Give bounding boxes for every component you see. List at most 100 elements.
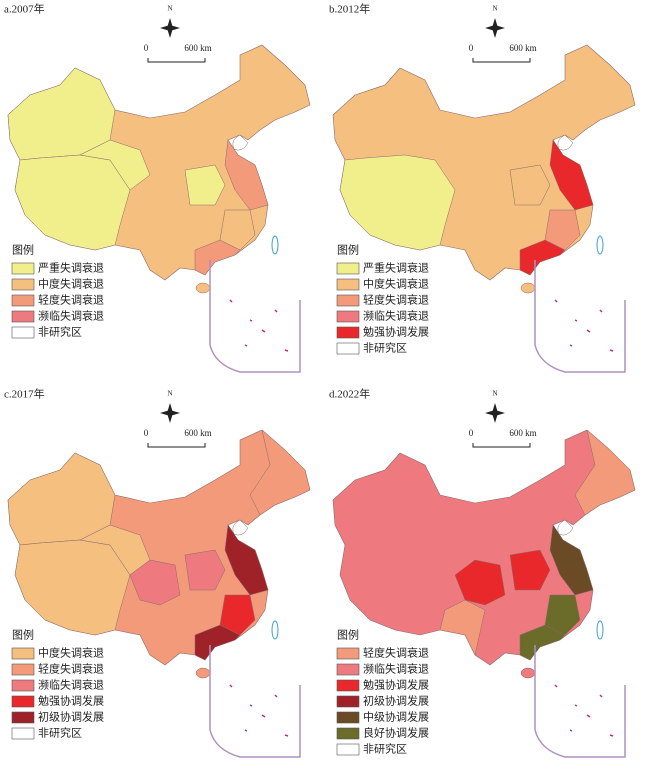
scale-end: 600 km	[184, 43, 211, 53]
compass-north: N	[492, 390, 497, 398]
legend-label: 中级协调发展	[363, 710, 429, 724]
legend-label: 轻度失调衰退	[38, 662, 104, 676]
scale-bar	[147, 443, 206, 448]
bohai	[232, 519, 249, 536]
legend-label: 中度失调衰退	[38, 277, 104, 291]
inset-islands	[554, 299, 614, 352]
province-area	[549, 524, 594, 596]
inset-frame	[209, 645, 301, 758]
compass	[160, 403, 180, 423]
province-area	[224, 524, 269, 596]
province-area	[14, 539, 131, 636]
scale-start: 0	[144, 43, 149, 53]
legend-swatch	[11, 278, 35, 291]
inset-islands	[229, 684, 289, 737]
scale-start: 0	[469, 428, 474, 438]
legend-swatch	[336, 262, 360, 275]
scale-start: 0	[469, 43, 474, 53]
legend-label: 轻度失调衰退	[38, 293, 104, 307]
legend-label: 良好协调发展	[363, 726, 429, 740]
legend-swatch	[336, 727, 360, 740]
legend-swatch	[336, 679, 360, 692]
compass-north: N	[492, 5, 497, 13]
legend-label: 非研究区	[363, 742, 407, 756]
legend-title: 图例	[12, 243, 34, 257]
hainan	[520, 282, 536, 294]
legend-label: 初级协调发展	[38, 710, 104, 724]
scale-start: 0	[144, 428, 149, 438]
map-panel: b.2012年 N 0 600 km 图例严重失调衰退中度失调衰退轻度失调衰退濒临失调衰…	[329, 2, 636, 373]
legend-title: 图例	[337, 628, 359, 642]
province-area	[219, 594, 256, 636]
legend-label: 非研究区	[38, 325, 82, 339]
map	[332, 429, 636, 679]
scale-bar	[472, 58, 531, 63]
province-area	[544, 594, 581, 636]
legend-swatch	[336, 695, 360, 708]
taiwan	[596, 620, 604, 640]
hainan	[195, 282, 211, 294]
legend-label: 濒临失调衰退	[38, 309, 104, 323]
legend-label: 非研究区	[38, 726, 82, 740]
legend-label: 濒临失调衰退	[363, 662, 429, 676]
province-area	[79, 139, 151, 191]
legend-label: 非研究区	[363, 341, 407, 355]
legend-swatch	[11, 727, 35, 740]
map	[7, 429, 311, 679]
legend-label: 勉强协调发展	[363, 678, 429, 692]
province-area	[184, 549, 226, 591]
legend-label: 轻度失调衰退	[363, 293, 429, 307]
legend-label: 濒临失调衰退	[38, 678, 104, 692]
province-area	[439, 599, 486, 656]
map	[332, 44, 636, 294]
legend-swatch	[336, 294, 360, 307]
province-area	[249, 429, 311, 516]
legend-swatch	[336, 711, 360, 724]
inset-frame	[209, 260, 301, 373]
province-area	[184, 164, 226, 206]
map-panel: d.2022年 N 0 600 km 图例轻度失调衰退濒临失调衰退勉强协调发展初级协调发…	[329, 387, 636, 758]
legend-swatch	[11, 310, 35, 323]
legend-swatch	[11, 695, 35, 708]
legend-swatch	[336, 278, 360, 291]
panel-label: b.2012年	[329, 2, 370, 16]
province-area	[519, 624, 566, 661]
legend-label: 严重失调衰退	[38, 261, 104, 275]
legend-title: 图例	[12, 628, 34, 642]
legend-label: 中度失调衰退	[38, 646, 104, 660]
scale-bar	[147, 58, 206, 63]
taiwan	[271, 235, 279, 255]
legend-swatch	[11, 679, 35, 692]
compass	[485, 403, 505, 423]
province-area	[509, 164, 551, 206]
bohai	[557, 134, 574, 151]
compass-north: N	[167, 5, 172, 13]
province-area	[224, 139, 269, 211]
province-area	[7, 452, 116, 546]
legend-swatch	[336, 743, 360, 756]
hainan	[520, 667, 536, 679]
legend-label: 勉强协调发展	[38, 694, 104, 708]
legend-swatch	[11, 647, 35, 660]
province-area	[219, 209, 256, 251]
compass	[160, 18, 180, 38]
legend-swatch	[336, 342, 360, 355]
legend-swatch	[11, 262, 35, 275]
map-panel: c.2017年 N 0 600 km 图例中度失调衰退轻度失调衰退濒临失调衰退勉强协调发…	[4, 387, 311, 758]
scale-end: 600 km	[509, 428, 536, 438]
legend-label: 勉强协调发展	[363, 325, 429, 339]
province-area	[509, 549, 551, 591]
legend-swatch	[11, 711, 35, 724]
province-area	[549, 139, 594, 211]
compass-north: N	[167, 390, 172, 398]
legend-label: 轻度失调衰退	[363, 646, 429, 660]
province-area	[339, 154, 456, 251]
taiwan	[271, 620, 279, 640]
province-area	[7, 67, 116, 161]
panel-label: d.2022年	[329, 387, 370, 401]
taiwan	[596, 235, 604, 255]
map-panel: a.2007年 N 0 600 km 图例严重失调衰退中度失调衰退轻度失调衰退濒临失调衰…	[4, 2, 311, 373]
compass	[485, 18, 505, 38]
map	[7, 44, 311, 294]
